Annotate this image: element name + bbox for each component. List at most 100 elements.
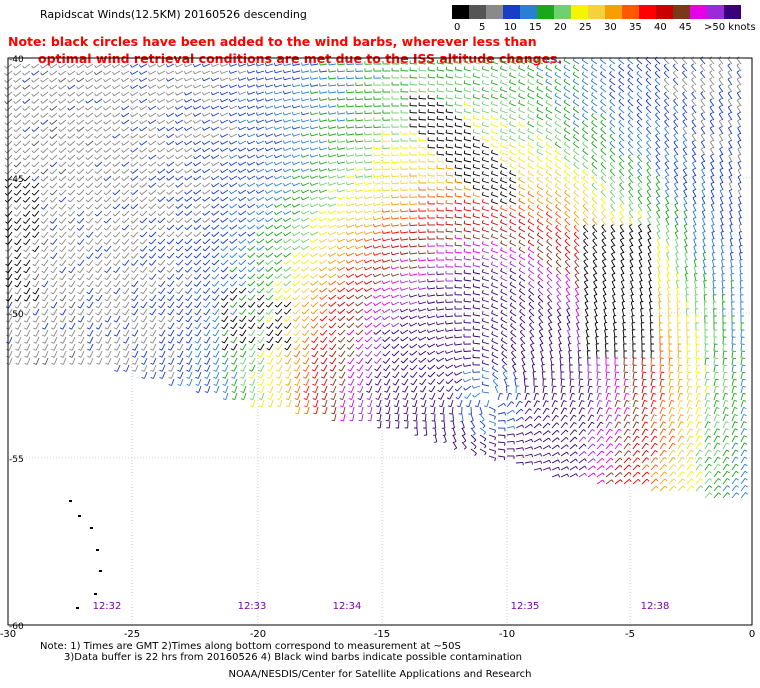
wind-barb (196, 273, 202, 280)
wind-barb-flag (499, 100, 502, 104)
wind-barb-flag (13, 108, 17, 111)
wind-barb (275, 119, 283, 123)
wind-barb-flag (77, 270, 81, 274)
wind-barb (628, 211, 634, 219)
wind-barb (142, 252, 148, 259)
wind-barb-flag (265, 240, 268, 244)
wind-barb-flag (582, 148, 585, 151)
wind-barb-flag (49, 143, 53, 146)
wind-barb (113, 70, 121, 75)
wind-barb (178, 266, 184, 273)
wind-barb (142, 259, 148, 266)
wind-barb (159, 203, 166, 210)
wind-barb-flag (500, 163, 503, 167)
wind-barb (610, 191, 616, 198)
wind-barb (16, 189, 22, 196)
wind-barb (600, 156, 607, 163)
wind-barb-flag (355, 131, 357, 136)
wind-barb (79, 238, 85, 245)
wind-barb-flag (328, 132, 330, 136)
wind-barb-flag (674, 196, 678, 199)
wind-barb-flag (282, 190, 286, 194)
wind-barb (545, 81, 553, 86)
wind-barb (105, 112, 112, 118)
wind-barb-flag (300, 168, 303, 172)
legend-swatch (537, 5, 554, 19)
wind-barb (609, 73, 616, 79)
wind-barb-flag (40, 136, 44, 139)
wind-barb (527, 241, 535, 247)
wind-barb (365, 168, 373, 171)
wind-barb-flag (175, 106, 178, 110)
wind-barb (203, 133, 211, 138)
wind-barb-flag (646, 140, 650, 144)
wind-barb-flag (41, 263, 45, 267)
wind-barb (149, 126, 157, 132)
wind-barb (33, 182, 40, 189)
wind-barb (455, 146, 463, 149)
wind-barb-flag (264, 84, 267, 88)
wind-barb-flag (628, 175, 632, 178)
wind-barb-flag (300, 211, 304, 215)
wind-barb (591, 129, 598, 135)
wind-barb-flag (274, 62, 276, 66)
wind-barb-flag (337, 167, 339, 171)
wind-barb-flag (50, 256, 54, 260)
wind-barb-flag (319, 139, 321, 143)
wind-barb-flag (509, 156, 512, 160)
wind-barb (500, 214, 508, 219)
wind-barb (275, 203, 283, 208)
wind-barb-flag (210, 113, 214, 117)
wind-barb (195, 182, 202, 188)
wind-barb-flag (518, 100, 521, 104)
wind-barb (25, 238, 31, 245)
wind-barb (320, 231, 328, 236)
wind-barb-flag (121, 128, 124, 132)
wind-barb-flag (255, 119, 258, 123)
wind-barb-flag (527, 155, 530, 160)
wind-barb (718, 120, 724, 128)
wind-barb (115, 245, 121, 252)
wind-barb-flag (729, 216, 733, 219)
wind-barb (464, 265, 472, 268)
wind-barb-flag (283, 204, 286, 208)
wind-barb-flag (291, 147, 294, 151)
wind-barb (60, 189, 67, 196)
wind-barb-flag (228, 120, 232, 124)
wind-barb-flag (684, 230, 688, 233)
wind-barb-flag (536, 141, 539, 145)
wind-barb (473, 138, 481, 142)
wind-barb-flag (104, 270, 108, 273)
wind-barb-flag (247, 226, 250, 230)
wind-barb (355, 70, 364, 72)
wind-barb (500, 179, 508, 184)
wind-barb-flag (50, 235, 53, 238)
wind-barb-flag (184, 277, 188, 280)
wind-barb (169, 259, 175, 266)
wind-barb (16, 196, 22, 203)
wind-barb (96, 126, 103, 132)
wind-barb-flag (490, 86, 493, 90)
wind-barb-flag (113, 270, 117, 273)
wind-barb-flag (121, 234, 125, 238)
wind-barb-flag (67, 171, 71, 175)
wind-barb-flag (463, 101, 466, 105)
wind-barb-flag (583, 231, 586, 235)
wind-barb-flag (310, 268, 313, 272)
wind-barb-flag (282, 147, 285, 151)
wind-barb (60, 154, 67, 161)
wind-barb (160, 273, 166, 280)
wind-barb (518, 116, 526, 121)
wind-barb-flag (602, 259, 606, 262)
wind-barb-flag (336, 217, 339, 221)
wind-barb (168, 203, 175, 209)
wind-barb (60, 77, 67, 83)
wind-barb-flag (490, 261, 493, 265)
wind-barb (554, 122, 562, 128)
wind-barb (573, 115, 580, 121)
wind-barb-flag (737, 126, 741, 129)
wind-barb (249, 231, 256, 237)
wind-barb-flag (211, 226, 214, 230)
wind-barb-flag (310, 76, 312, 80)
wind-barb-flag (673, 105, 677, 108)
